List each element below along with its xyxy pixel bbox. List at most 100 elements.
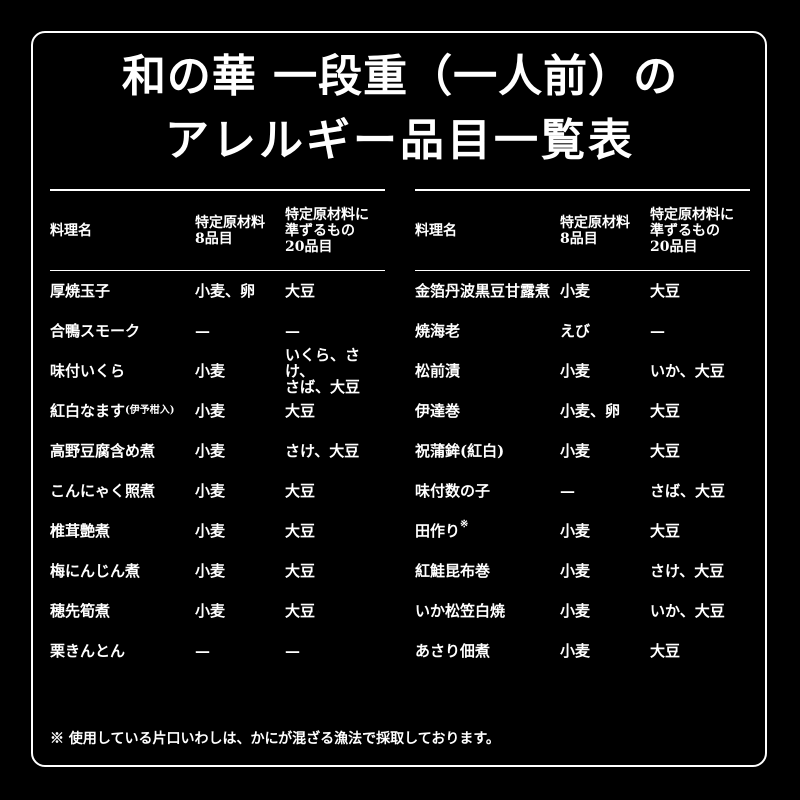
table-header-divider	[50, 269, 385, 271]
specific-8-value: 小麦	[560, 362, 591, 380]
specific-8-value: 小麦	[560, 522, 591, 540]
table-row: あさり佃煮 小麦 大豆	[415, 631, 750, 671]
table-row: 焼海老 えび —	[415, 311, 750, 351]
dish-name: 田作り ※	[415, 511, 468, 551]
dish-name: 紅白なます (伊予柑入)	[50, 391, 174, 431]
specific-8-value: 小麦、卵	[560, 402, 621, 420]
header-dish-name: 料理名	[50, 222, 92, 239]
dish-name: 伊達巻	[415, 391, 460, 431]
content-frame	[31, 31, 767, 767]
table-row: 梅にんじん煮 小麦 大豆	[50, 551, 385, 591]
footnote-mark: ※	[460, 519, 469, 530]
equivalent-20-value: 大豆	[650, 522, 681, 540]
equivalent-20-value: 大豆	[285, 522, 316, 540]
table-row: 味付数の子 — さば、大豆	[415, 471, 750, 511]
table-top-divider	[415, 189, 750, 191]
dish-name-text: 田作り	[415, 522, 461, 540]
equivalent-20-value: さけ、大豆	[650, 562, 725, 580]
equivalent-20-value: 大豆	[650, 442, 681, 460]
table-row: 高野豆腐含め煮 小麦 さけ、大豆	[50, 431, 385, 471]
specific-8-value: —	[195, 322, 210, 340]
table-row: 厚焼玉子 小麦、卵 大豆	[50, 271, 385, 311]
dish-name: 味付数の子	[415, 471, 490, 511]
equivalent-20-value: 大豆	[650, 642, 681, 660]
equivalent-20-value: —	[285, 322, 300, 340]
specific-8-value: 小麦	[195, 522, 226, 540]
dish-name: いか松笠白焼	[415, 591, 505, 631]
equivalent-20-value: さけ、大豆	[285, 442, 360, 460]
equivalent-20-value: 大豆	[285, 282, 316, 300]
dish-name-text: 伊達巻	[415, 402, 461, 420]
equivalent-20-value: 大豆	[285, 562, 316, 580]
dish-name: 焼海老	[415, 311, 460, 351]
dish-name-text: 祝蒲鉾(紅白)	[415, 442, 505, 460]
table-row: こんにゃく照煮 小麦 大豆	[50, 471, 385, 511]
dish-name: 梅にんじん煮	[50, 551, 140, 591]
table-row: 松前漬 小麦 いか、大豆	[415, 351, 750, 391]
dish-name-text: 紅白なます	[50, 402, 126, 420]
dish-name: 松前漬	[415, 351, 460, 391]
dish-name: 厚焼玉子	[50, 271, 110, 311]
equivalent-20-value: —	[285, 642, 300, 660]
specific-8-value: えび	[560, 322, 591, 340]
dish-name: 味付いくら	[50, 351, 125, 391]
dish-name-text: 穂先筍煮	[50, 602, 111, 620]
header-dish-name: 料理名	[415, 222, 457, 239]
table-row: いか松笠白焼 小麦 いか、大豆	[415, 591, 750, 631]
equivalent-20-value: いくら、さけ、 さば、大豆	[285, 346, 361, 396]
dish-name-text: 焼海老	[415, 322, 461, 340]
dish-name-suffix: (伊予柑入)	[125, 405, 175, 416]
table-top-divider	[50, 189, 385, 191]
equivalent-20-value: 大豆	[285, 402, 316, 420]
allergen-table-right: 料理名 特定原材料 8品目 特定原材料に 準ずるもの 20品目 金箔丹波黒豆甘露…	[415, 189, 750, 671]
table-row: 穂先筍煮 小麦 大豆	[50, 591, 385, 631]
table-row: 祝蒲鉾(紅白) 小麦 大豆	[415, 431, 750, 471]
equivalent-20-value: 大豆	[285, 482, 316, 500]
allergen-table-left: 料理名 特定原材料 8品目 特定原材料に 準ずるもの 20品目 厚焼玉子 小麦、卵…	[50, 189, 385, 671]
specific-8-value: —	[560, 482, 575, 500]
specific-8-value: 小麦	[560, 642, 591, 660]
table-row: 合鴨スモーク — —	[50, 311, 385, 351]
table-header: 料理名 特定原材料 8品目 特定原材料に 準ずるもの 20品目	[50, 191, 385, 270]
dish-name: 紅鮭昆布巻	[415, 551, 490, 591]
table-header-divider	[415, 269, 750, 271]
equivalent-20-value: いか、大豆	[650, 602, 725, 620]
table-row: 田作り ※ 小麦 大豆	[415, 511, 750, 551]
header-specific-8: 特定原材料 8品目	[195, 214, 265, 247]
equivalent-20-value: 大豆	[650, 282, 681, 300]
dish-name-text: あさり佃煮	[415, 642, 491, 660]
dish-name: 椎茸艶煮	[50, 511, 110, 551]
table-row: 紅白なます (伊予柑入) 小麦 大豆	[50, 391, 385, 431]
dish-name: 金箔丹波黒豆甘露煮	[415, 271, 550, 311]
specific-8-value: 小麦	[195, 562, 226, 580]
dish-name-text: 味付いくら	[50, 362, 126, 380]
header-specific-8: 特定原材料 8品目	[560, 214, 630, 247]
table-row: 伊達巻 小麦、卵 大豆	[415, 391, 750, 431]
specific-8-value: —	[195, 642, 210, 660]
dish-name-text: 味付数の子	[415, 482, 491, 500]
dish-name-text: 椎茸艶煮	[50, 522, 111, 540]
equivalent-20-value: 大豆	[285, 602, 316, 620]
specific-8-value: 小麦	[195, 482, 226, 500]
equivalent-20-value: 大豆	[650, 402, 681, 420]
table-row: 味付いくら 小麦 いくら、さけ、 さば、大豆	[50, 346, 385, 396]
specific-8-value: 小麦	[195, 602, 226, 620]
specific-8-value: 小麦	[560, 562, 591, 580]
specific-8-value: 小麦	[560, 282, 591, 300]
specific-8-value: 小麦	[560, 442, 591, 460]
header-equivalent-20: 特定原材料に 準ずるもの 20品目	[650, 206, 734, 255]
table-header: 料理名 特定原材料 8品目 特定原材料に 準ずるもの 20品目	[415, 191, 750, 270]
dish-name-text: 金箔丹波黒豆甘露煮	[415, 282, 551, 300]
table-row: 金箔丹波黒豆甘露煮 小麦 大豆	[415, 271, 750, 311]
equivalent-20-value: —	[650, 322, 665, 340]
page-title-line2: アレルギー品目一覧表	[165, 115, 635, 166]
equivalent-20-value: いか、大豆	[650, 362, 725, 380]
specific-8-value: 小麦	[560, 602, 591, 620]
table-row: 椎茸艶煮 小麦 大豆	[50, 511, 385, 551]
dish-name-text: こんにゃく照煮	[50, 482, 156, 500]
dish-name: 穂先筍煮	[50, 591, 110, 631]
dish-name-text: 合鴨スモーク	[50, 322, 141, 340]
specific-8-value: 小麦	[195, 402, 226, 420]
footnote: ※ 使用している片口いわしは、かにが混ざる漁法で採取しております。	[50, 731, 500, 747]
dish-name: 合鴨スモーク	[50, 311, 140, 351]
